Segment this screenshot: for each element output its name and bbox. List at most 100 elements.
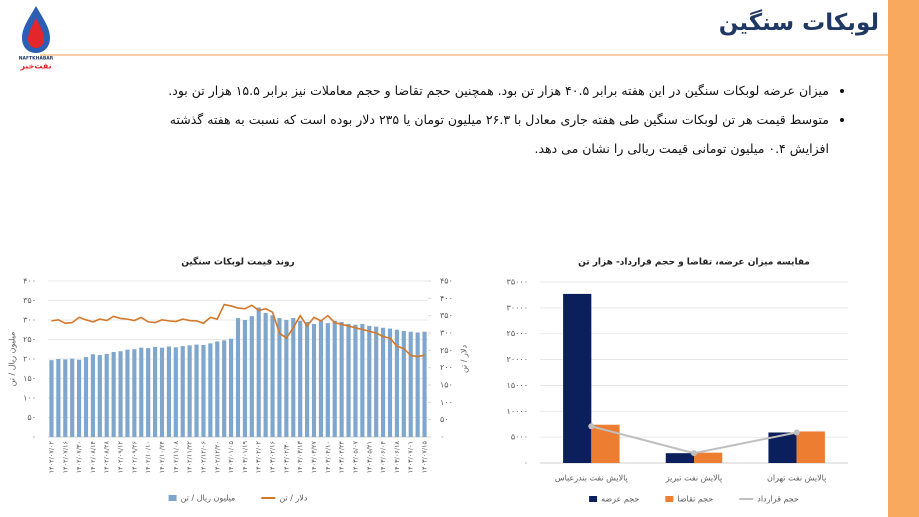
x-tick-label: ۱۴۰۲/۰۷/۰۲: [47, 440, 55, 473]
bar: [63, 359, 68, 437]
bar: [422, 331, 427, 437]
bullet: متوسط قیمت هر تن لوبکات سنگین طی هفته جا…: [149, 105, 829, 163]
x-tick-label: ۱۴۰۲/۱۲/۰۶: [199, 441, 207, 473]
y-tick-label: ۳۵۰: [23, 296, 36, 305]
bar: [222, 340, 227, 437]
x-tick-label: ۱۴۰۲/۰۹/۱۲: [117, 440, 125, 473]
bar: [125, 349, 130, 437]
y-tick-label: ۵۰: [27, 413, 36, 422]
x-tick-label: ۱۴۰۳/۰۶/۱۸: [393, 440, 401, 473]
bar: [298, 320, 303, 437]
x-tick-label: ۱۴۰۲/۱۱/۰۸: [172, 440, 180, 473]
y2-tick-label: ۱۵۰: [440, 381, 453, 390]
bar: [284, 320, 289, 437]
bar: [367, 325, 372, 437]
y2-tick-label: ۱۰۰: [440, 398, 453, 407]
bar: [346, 323, 351, 437]
bar: [339, 321, 344, 437]
slide-title: لوبکات سنگین: [718, 10, 879, 36]
bar: [277, 318, 282, 437]
y-tick-label: ۳۵۰۰۰: [507, 278, 528, 287]
line: [591, 425, 797, 455]
bar: [194, 344, 199, 437]
bar: [374, 326, 379, 437]
bar: [201, 344, 206, 437]
y2-axis-title: دلار / تن: [460, 345, 469, 374]
y2-tick-label: ۲۵۰: [440, 346, 453, 355]
y-tick-label: ۲۵۰۰۰: [507, 329, 528, 338]
y2-tick-label: ۴۵۰: [440, 277, 453, 286]
bar: [83, 357, 89, 437]
legend-swatch: [665, 496, 674, 502]
bar: [694, 452, 723, 463]
bar: [318, 320, 323, 437]
x-tick-label: ۱۴۰۳/۰۴/۱۰: [324, 441, 332, 473]
bar: [291, 318, 296, 437]
x-tick-label: ۱۴۰۳/۰۲/۱۶: [269, 441, 277, 473]
bar: [49, 360, 54, 437]
bar: [353, 324, 358, 437]
bar: [401, 330, 406, 437]
bar: [408, 331, 413, 437]
legend-label: حجم قرارداد: [757, 495, 799, 504]
y-tick-label: ۲۵۰: [23, 335, 36, 344]
bar: [563, 293, 592, 463]
y-tick-label: ۳۰۰: [23, 316, 36, 325]
bar: [139, 347, 144, 437]
x-tick-label: ۱۴۰۲/۱۰/۱۰: [144, 441, 152, 473]
logo: NAFTKHABAR نفت‌خبر: [19, 6, 54, 71]
bar: [132, 349, 137, 437]
bar: [665, 453, 694, 463]
bar: [208, 343, 213, 437]
logo-brand: NAFTKHABAR: [19, 56, 54, 62]
x-tick-label: ۱۴۰۲/۰۹/۲۶: [130, 441, 138, 473]
bullet-list: میزان عرضه لوبکات سنگین در این هفته براب…: [149, 76, 847, 163]
y2-tick-label: ۳۵۰: [440, 311, 453, 320]
y-tick-label: ۱۵۰: [23, 374, 36, 383]
bar: [360, 323, 365, 437]
x-tick-label: ۱۴۰۲/۰۸/۱۴: [89, 440, 97, 473]
bar: [159, 347, 165, 437]
y-tick-label: ۱۰۰: [23, 394, 36, 403]
y-tick-label: ۱۵۰۰۰: [507, 381, 528, 390]
x-tick-label: پالایش نفت تبریز: [665, 474, 723, 483]
bar: [235, 318, 241, 437]
y-tick-label: ۰: [524, 459, 528, 468]
x-tick-label: ۱۴۰۲/۰۸/۲۸: [103, 440, 111, 473]
y2-tick-label: ۰: [440, 433, 444, 442]
bar: [256, 307, 261, 437]
legend-label: حجم تقاضا: [677, 495, 713, 504]
x-tick-label: ۱۴۰۳/۰۲/۰۲: [255, 440, 263, 473]
side-band: [888, 0, 919, 517]
x-tick-label: ۱۴۰۳/۰۷/۰۱: [407, 441, 415, 473]
bar: [90, 354, 95, 437]
bullet: میزان عرضه لوبکات سنگین در این هفته براب…: [149, 76, 829, 105]
bar: [77, 359, 82, 437]
bar: [415, 332, 420, 437]
x-tick-label: ۱۴۰۳/۰۲/۳۰: [282, 441, 290, 473]
bar: [111, 351, 116, 437]
y2-tick-label: ۳۰۰: [440, 329, 453, 338]
x-tick-label: ۱۴۰۳/۰۵/۰۷: [351, 440, 359, 473]
bar: [173, 347, 178, 437]
bar: [387, 328, 393, 437]
y-tick-label: ۲۰۰۰۰: [507, 355, 528, 364]
x-tick-label: پالایش نفت بندرعباس: [555, 474, 628, 483]
legend-swatch: [168, 495, 177, 501]
x-tick-label: ۱۴۰۲/۰۷/۱۶: [61, 441, 69, 473]
chart-title: مقایسه میزان عرضه، تقاضا و حجم قرارداد- …: [578, 258, 810, 268]
x-tick-label: ۱۴۰۲/۱۱/۲۲: [186, 440, 194, 473]
bar: [591, 424, 620, 463]
x-tick-label: پالایش نفت تهران: [767, 474, 826, 483]
line: [51, 303, 425, 358]
legend-swatch: [589, 496, 598, 502]
y-tick-label: ۲۰۰: [23, 355, 36, 364]
bar: [166, 346, 171, 437]
logo-flame: [28, 18, 44, 48]
bar: [311, 323, 317, 437]
bar: [70, 358, 75, 437]
line-marker: [588, 423, 595, 430]
y-tick-label: ۳۰۰۰۰: [507, 303, 528, 312]
bar: [249, 316, 254, 437]
